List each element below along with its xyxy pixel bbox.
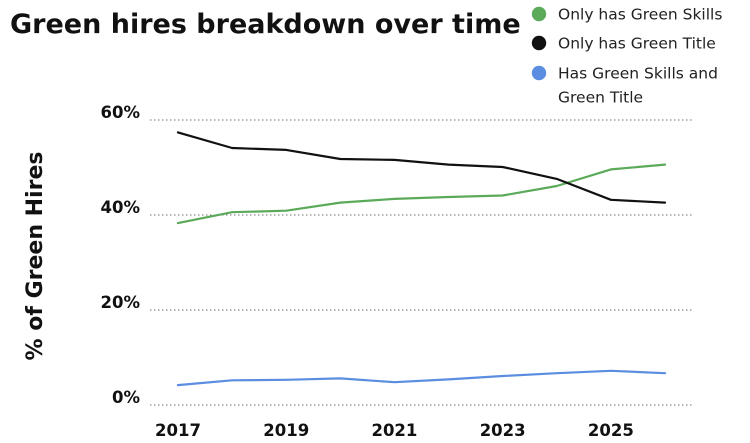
data-point [231,379,234,382]
data-point [664,201,666,204]
series-line-1 [176,163,667,225]
data-point [231,147,234,149]
legend-label-3: Green Title [558,89,643,107]
data-point [393,381,396,384]
x-axis-ticks: 2017 2019 2021 2023 2025 [155,421,634,440]
y-tick-label: 40% [101,198,141,217]
data-point [501,194,504,197]
legend-marker-2 [531,35,547,51]
data-point [231,211,234,214]
data-point [177,131,179,134]
y-tick-label: 0% [112,388,140,407]
data-point [609,168,612,171]
data-point [339,158,342,160]
data-point [285,378,288,381]
data-point [285,149,288,151]
data-point [339,377,342,380]
data-point [285,209,288,212]
data-point [339,201,342,204]
x-tick-label: 2017 [155,421,201,440]
series-lines [176,131,667,387]
data-point [555,178,558,180]
data-point [177,384,179,386]
x-tick-label: 2025 [588,421,634,440]
series-line-3 [176,369,667,387]
data-point [501,166,504,168]
legend-marker-1 [531,6,547,22]
x-tick-label: 2021 [371,421,417,440]
data-point [447,196,450,198]
data-point [609,198,612,201]
data-point [447,378,450,381]
data-point [555,185,558,187]
data-point [555,372,558,375]
data-point [501,375,504,377]
legend-marker-3 [531,65,547,81]
y-axis-label: % of Green Hires [23,152,48,361]
series-line-2 [176,131,667,204]
x-tick-label: 2019 [263,421,309,440]
data-point [664,372,666,375]
x-tick-label: 2023 [480,421,526,440]
y-tick-label: 20% [101,293,141,312]
data-point [609,369,612,372]
legend-label-2: Only has Green Title [558,35,716,53]
y-axis-ticks: 0% 20% 40% 60% [101,103,141,407]
data-point [393,197,396,200]
y-tick-label: 60% [101,103,141,122]
data-point [664,163,666,166]
chart-title: Green hires breakdown over time [10,9,521,40]
data-point [447,163,450,166]
legend: Only has Green Skills Only has Green Titl… [531,6,722,107]
data-point [177,222,179,224]
legend-label-1: Only has Green Skills [558,6,722,24]
data-point [393,159,396,161]
legend-label-3: Has Green Skills and [558,65,718,83]
